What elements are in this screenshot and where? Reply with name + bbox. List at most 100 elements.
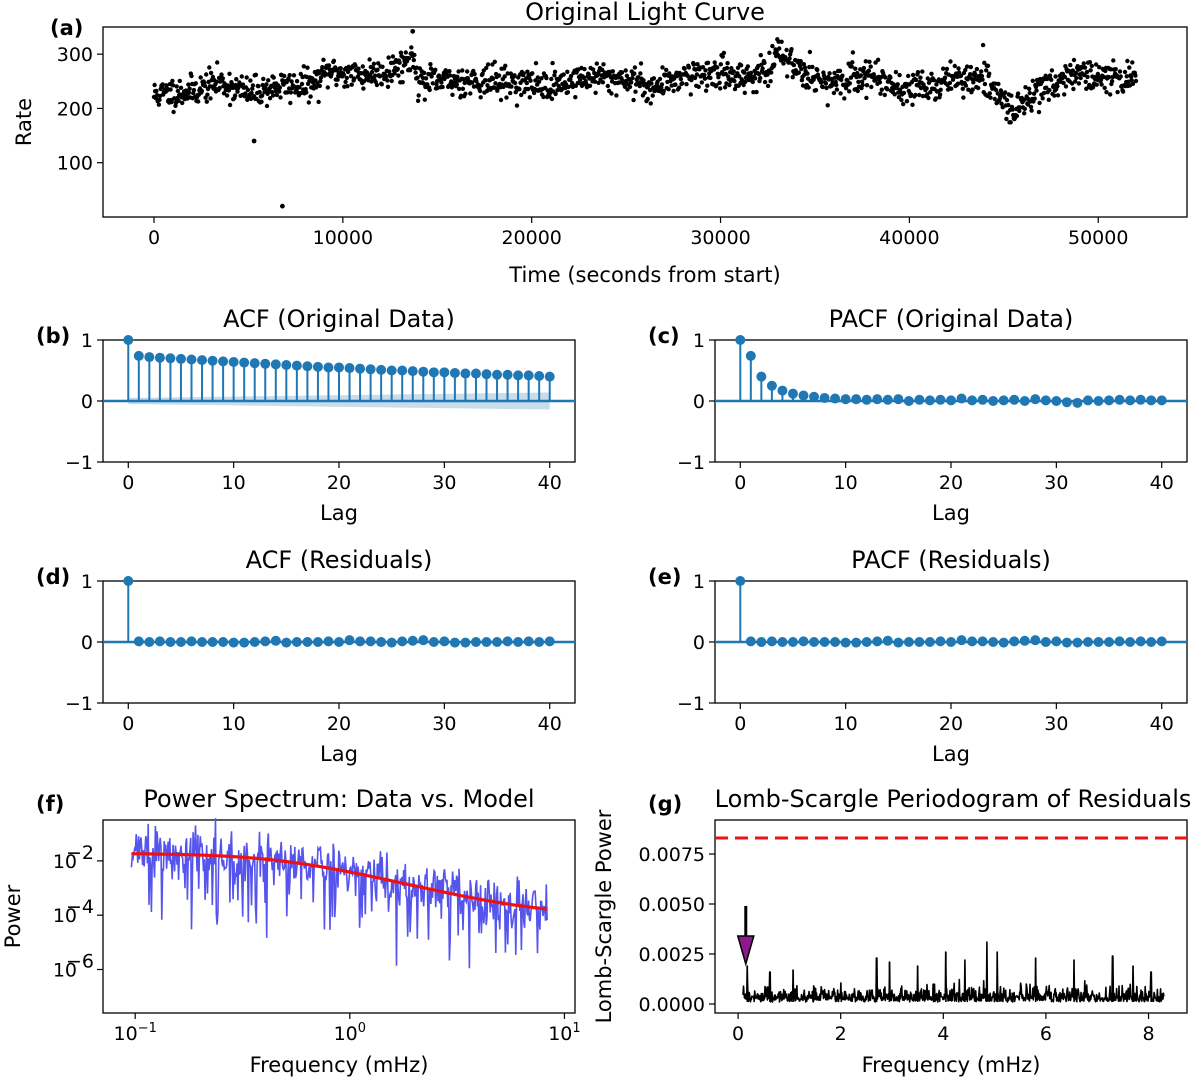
- data-point: [798, 59, 803, 64]
- data-point: [901, 90, 907, 96]
- data-point: [189, 73, 194, 79]
- panel-d-stem-marker: [365, 636, 376, 647]
- panel-b-stem-marker: [523, 370, 534, 381]
- data-point: [304, 90, 309, 95]
- data-point: [313, 85, 319, 90]
- data-point: [790, 75, 795, 80]
- data-point: [256, 84, 261, 89]
- data-point: [187, 86, 192, 91]
- panel-c-stem-marker: [830, 393, 841, 404]
- data-point: [277, 85, 283, 90]
- data-point: [316, 99, 321, 105]
- data-point: [703, 88, 709, 93]
- data-point: [573, 95, 578, 100]
- data-point: [731, 69, 736, 74]
- data-point: [504, 95, 509, 100]
- data-point: [1084, 69, 1090, 75]
- data-point: [971, 80, 976, 85]
- panel-d-x-axis-label: Lag: [320, 742, 358, 766]
- data-point: [1097, 65, 1102, 70]
- data-point: [1032, 96, 1037, 101]
- panel-b: ACF (Original Data) (b) 0 10 20 30 40 −1 0 1 Lag: [36, 305, 576, 525]
- panel-d-stem-marker: [492, 637, 503, 647]
- panel-e-stem-marker: [988, 637, 999, 647]
- panel-b-stem-marker: [544, 371, 555, 382]
- panel-b-stem-marker: [281, 360, 292, 371]
- panel-e-stem-marker: [967, 636, 978, 647]
- panel-c-stem-marker: [809, 391, 820, 402]
- data-point: [1009, 93, 1014, 98]
- data-point: [691, 62, 696, 67]
- data-point: [729, 66, 734, 71]
- data-point: [718, 86, 723, 91]
- panel-a-data-points: [151, 28, 1139, 209]
- panel-e-stem-marker: [882, 635, 893, 646]
- data-point: [270, 93, 276, 98]
- panel-d: ACF (Residuals) (d) 0 10 20 30 40 −1 0 1 Lag: [36, 546, 576, 766]
- data-point: [349, 82, 354, 87]
- panel-d-x-tick-label: 40: [538, 713, 562, 735]
- data-point: [259, 93, 265, 98]
- data-point: [399, 69, 405, 75]
- data-point: [205, 92, 210, 97]
- data-point: [650, 93, 655, 98]
- data-point: [1028, 104, 1034, 110]
- panel-g-y-tick-label: 0.0050: [639, 894, 705, 916]
- data-point: [631, 97, 636, 103]
- data-point: [383, 74, 389, 79]
- data-point: [963, 67, 968, 73]
- data-point: [250, 83, 256, 88]
- data-point: [772, 62, 777, 67]
- data-point: [982, 60, 987, 65]
- data-point: [799, 66, 804, 72]
- panel-d-stem-marker: [123, 576, 134, 586]
- data-point: [321, 57, 326, 62]
- data-point: [428, 61, 433, 67]
- data-point: [530, 71, 535, 76]
- data-point: [915, 70, 921, 75]
- data-point: [406, 56, 412, 61]
- panel-c-x-axis-label: Lag: [932, 501, 970, 525]
- data-point: [274, 92, 279, 98]
- data-point: [918, 75, 923, 80]
- data-point: [533, 78, 538, 83]
- data-point: [447, 69, 452, 74]
- data-point: [970, 87, 975, 92]
- data-point: [552, 73, 557, 78]
- data-point: [883, 75, 888, 80]
- panel-b-stem-marker: [323, 362, 334, 373]
- data-point: [751, 90, 756, 95]
- data-point: [937, 92, 943, 97]
- data-point: [694, 72, 700, 77]
- data-point: [468, 91, 473, 96]
- panel-d-stem-marker: [154, 636, 165, 647]
- panel-e-stem-marker: [1009, 636, 1020, 647]
- data-point: [502, 74, 507, 79]
- data-point: [1055, 84, 1060, 89]
- data-point: [412, 52, 417, 58]
- data-point: [789, 47, 794, 52]
- data-point: [1104, 90, 1109, 95]
- data-point: [1130, 60, 1135, 65]
- data-point: [942, 75, 948, 80]
- data-point: [827, 71, 832, 76]
- data-point: [888, 75, 893, 80]
- panel-b-title: ACF (Original Data): [223, 305, 455, 333]
- data-point: [318, 78, 323, 84]
- panel-d-stem-marker: [270, 635, 281, 646]
- data-point: [882, 92, 887, 98]
- data-point: [306, 100, 311, 105]
- panel-b-stem-marker: [365, 364, 376, 375]
- panel-c-stem-marker: [1072, 397, 1083, 408]
- data-point: [1014, 113, 1020, 119]
- data-point: [1085, 74, 1090, 80]
- data-point: [696, 84, 701, 90]
- data-point: [843, 86, 849, 91]
- data-point: [1040, 96, 1045, 101]
- data-point: [525, 86, 531, 92]
- panel-c-stem-marker: [1114, 394, 1125, 405]
- panel-c-stem-marker: [1061, 397, 1072, 408]
- panel-a-x-tick-label: 30000: [690, 227, 750, 249]
- panel-e-stem-marker: [809, 637, 820, 647]
- data-point: [1124, 74, 1130, 79]
